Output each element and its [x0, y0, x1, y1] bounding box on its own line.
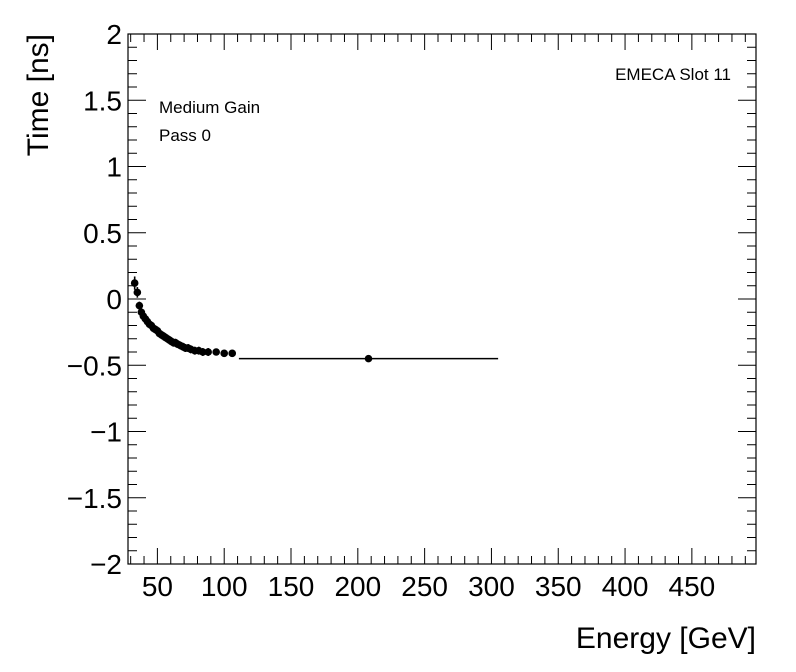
- y-tick-label: 1.5: [83, 85, 122, 116]
- y-tick-label: −1: [90, 417, 122, 448]
- x-axis-title: Energy [GeV]: [576, 622, 756, 655]
- x-tick-label: 300: [468, 571, 515, 602]
- y-tick-label: 2: [106, 19, 122, 50]
- data-point: [133, 288, 142, 297]
- data-point: [199, 348, 207, 356]
- y-tick-label: −1.5: [67, 483, 122, 514]
- x-tick-label: 50: [142, 571, 173, 602]
- y-tick-label: 0.5: [83, 218, 122, 249]
- data-point: [212, 348, 220, 356]
- x-tick-label: 150: [268, 571, 315, 602]
- data-point: [130, 279, 139, 287]
- x-tick-label: 100: [201, 571, 248, 602]
- x-tick-label: 250: [401, 571, 448, 602]
- x-tick-label: 400: [602, 571, 649, 602]
- data-point: [364, 354, 373, 363]
- y-axis-title: Time [ns]: [22, 34, 55, 156]
- data-points: [130, 276, 499, 363]
- data-point: [135, 301, 144, 310]
- y-tick-label: −0.5: [67, 350, 122, 381]
- region-label: EMECA Slot 11: [615, 65, 731, 84]
- pass-label: Pass 0: [159, 126, 211, 145]
- data-point: [220, 349, 229, 358]
- gain-label: Medium Gain: [159, 98, 260, 117]
- y-tick-label: 1: [106, 152, 122, 183]
- data-point: [204, 348, 212, 356]
- data-point: [228, 349, 237, 358]
- x-tick-label: 450: [669, 571, 716, 602]
- y-tick-label: −2: [90, 549, 122, 580]
- x-tick-label: 350: [535, 571, 582, 602]
- tick-labels: 50 100 150 200 250 300 350 400 450 2 1.5 1 0.5 0 −0.5 −…: [67, 19, 716, 602]
- x-tick-label: 200: [334, 571, 381, 602]
- y-tick-label: 0: [106, 284, 122, 315]
